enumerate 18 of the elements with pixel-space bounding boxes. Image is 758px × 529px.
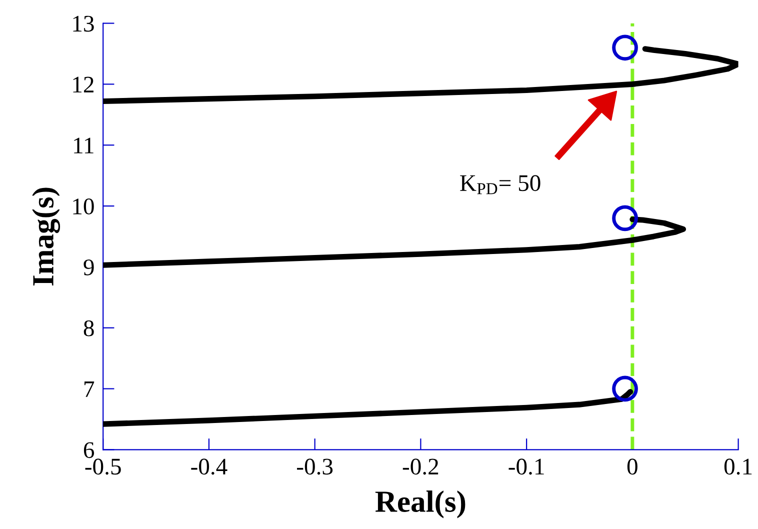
x-tick-label: -0.4 [191, 458, 228, 475]
y-tick-label: 7 [84, 381, 94, 397]
x-tick-label: -0.2 [402, 458, 438, 475]
y-tick-label: 6 [84, 442, 94, 458]
y-tick-label: 12 [73, 76, 94, 92]
x-tick-label: -0.3 [297, 458, 333, 475]
x-tick-label: -0.1 [508, 458, 544, 475]
x-tick-label: 0.1 [724, 458, 752, 475]
y-tick-label: 8 [84, 320, 94, 336]
x-tick-label: 0 [627, 458, 638, 475]
annotation: K$_{PD}$= 50 [460, 175, 540, 194]
y-tick-label: 9 [84, 259, 94, 276]
x-tick-label: -0.5 [85, 458, 121, 475]
y-axis-title: Imag(s) [32, 188, 60, 286]
y-tick-label: 11 [74, 138, 94, 154]
x-axis-title: Real(s) [375, 490, 466, 518]
y-tick-label: 10 [73, 198, 94, 214]
y-tick-label: 13 [73, 16, 94, 32]
